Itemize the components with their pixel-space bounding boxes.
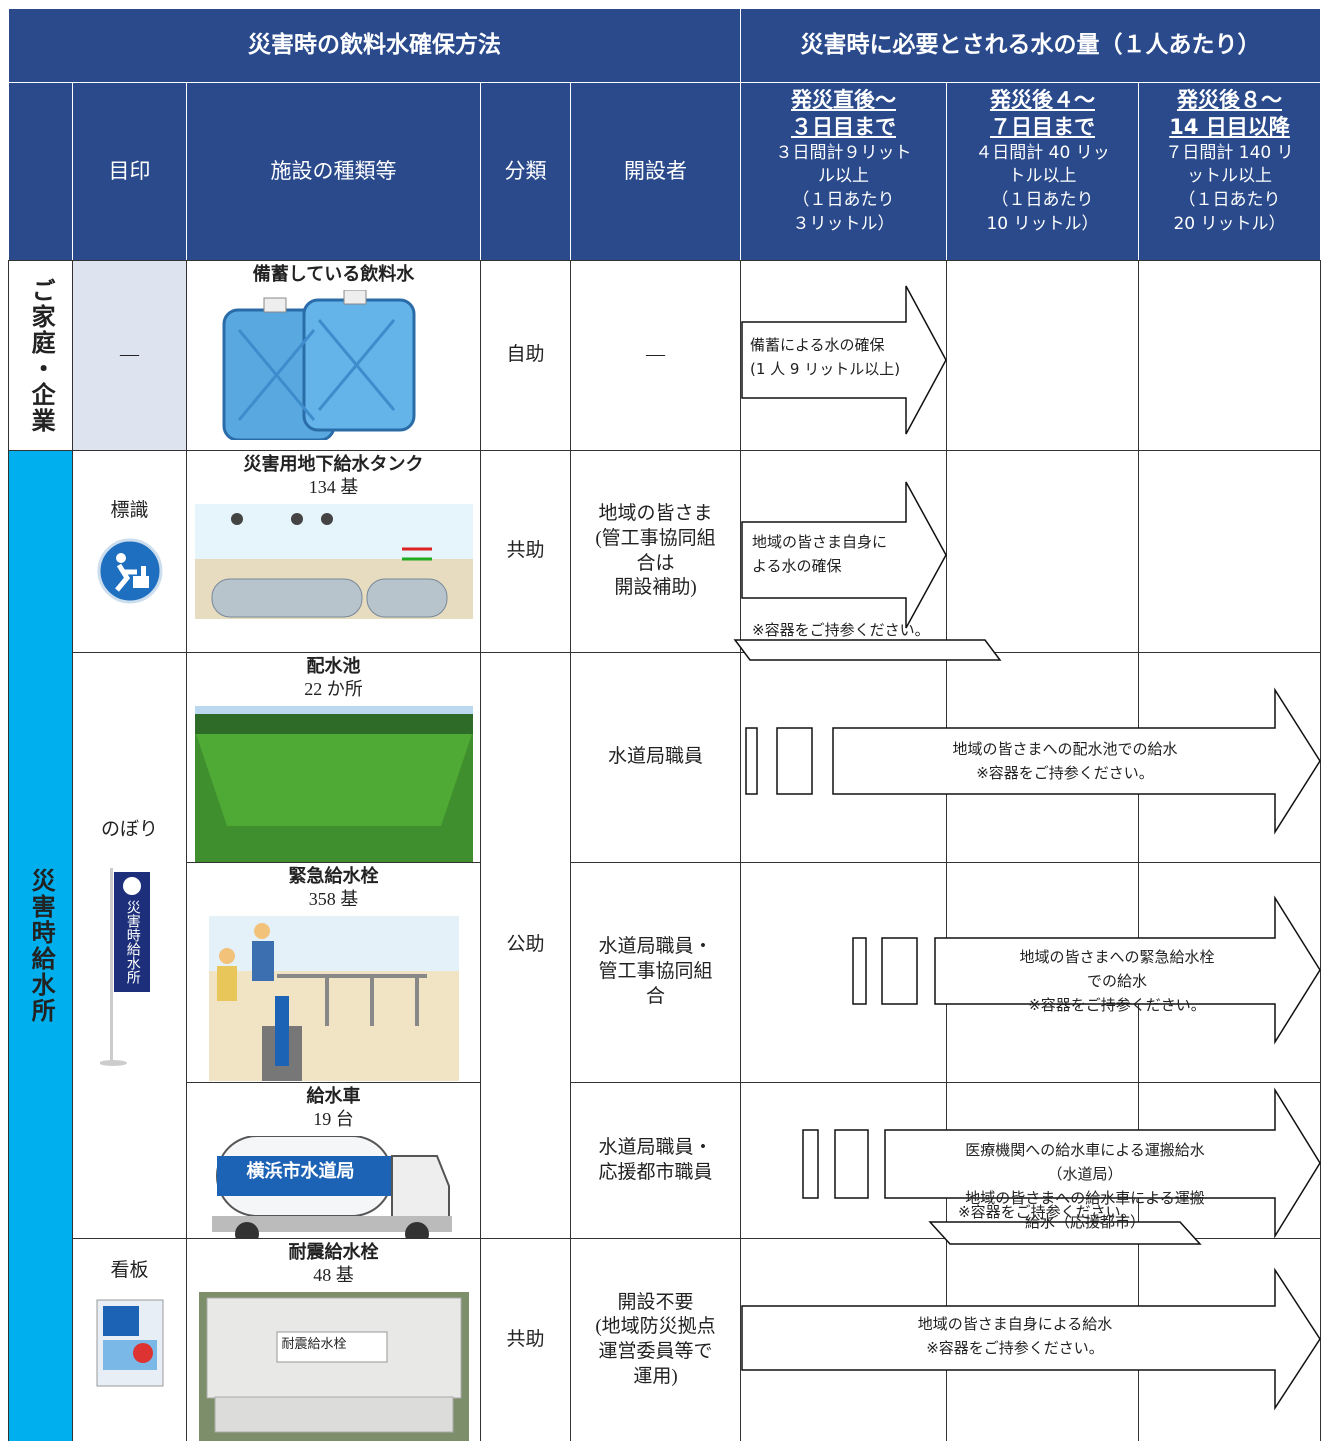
facility-cell: 配水池 22 か所	[186, 652, 481, 863]
arrow	[884, 1087, 1321, 1239]
arrow	[832, 687, 1321, 835]
header-left: 災害時の飲料水確保方法	[8, 8, 741, 83]
note: ※容器をご持参ください。	[752, 621, 930, 639]
arrow-tail	[834, 1129, 869, 1199]
opener-cell: 水道局職員・ 管工事協同組 合	[570, 862, 741, 1083]
facility-name: 災害用地下給水タンク	[243, 454, 424, 475]
facility-name: 緊急給水栓	[288, 866, 379, 887]
note: ※容器をご持参ください。	[958, 1203, 1136, 1221]
facility-image	[187, 503, 480, 619]
period-title: 発災直後～ ３日目まで	[791, 88, 896, 140]
period-header: 発災後８～ 14 日目以降 ７日間計 140 リ ットル以上 （１日あたり 20 …	[1138, 82, 1321, 261]
period-detail: ３日間計９リット ル以上 （１日あたり ３リットル）	[775, 142, 912, 234]
image	[222, 289, 415, 442]
facility-cell: 災害用地下給水タンク 134 基	[186, 450, 481, 653]
facility-count: 19 台	[313, 1109, 354, 1130]
mark-label: 看板	[110, 1260, 149, 1281]
period-header: 発災後４～ ７日目まで ４日間計 40 リッ トル以上 （１日あたり 10 リット…	[946, 82, 1139, 261]
period-header: 発災直後～ ３日目まで ３日間計９リット ル以上 （１日あたり ３リットル）	[740, 82, 947, 261]
facility-name: 備蓄している飲料水	[252, 264, 415, 285]
mark-cell: —	[72, 260, 187, 451]
image	[198, 1291, 469, 1441]
facility-name: 給水車	[306, 1086, 361, 1107]
opener-cell: 開設不要 (地域防災拠点 運営委員等で 運用)	[570, 1238, 741, 1441]
opener-cell: 水道局職員・ 応援都市職員	[570, 1082, 741, 1239]
arrow-text: 地域の皆さまへの緊急給水栓での給水 ※容器をご持参ください。	[1019, 948, 1215, 1014]
arrow	[741, 481, 947, 629]
group-label: ご家庭・企業	[8, 260, 73, 451]
arrow-text: 備蓄による水の確保 (1 人 9 リットル以上)	[750, 336, 901, 378]
mark-label: 標識	[110, 500, 149, 521]
facility-count: 48 基	[313, 1265, 354, 1286]
mark-cell: 標識	[72, 450, 187, 653]
facility-count: 22 か所	[304, 679, 363, 700]
facility-name: 配水池	[306, 656, 361, 677]
image	[208, 915, 459, 1081]
facility-image	[187, 915, 480, 1081]
arrow-text: 地域の皆さまへの配水池での給水 ※容器をご持参ください。	[952, 740, 1178, 782]
truck-logo: 横浜市水道局	[246, 1160, 355, 1182]
facility-cell: 備蓄している飲料水	[186, 260, 481, 451]
facility-count: 134 基	[308, 477, 359, 498]
period-detail: ４日間計 40 リッ トル以上 （１日あたり 10 リットル）	[975, 142, 1110, 234]
arrow-tail	[776, 727, 813, 795]
facility-image	[187, 705, 480, 862]
facility-image	[187, 289, 480, 442]
facility-cell: 給水車 19 台横浜市水道局	[186, 1082, 481, 1239]
period-detail: ７日間計 140 リ ットル以上 （１日あたり 20 リットル）	[1165, 142, 1294, 234]
arrow	[741, 285, 947, 435]
flag-image	[98, 867, 150, 1066]
note-shape	[733, 639, 1002, 661]
mark-label: のぼり	[100, 819, 158, 840]
image	[194, 503, 473, 619]
image	[194, 705, 473, 862]
arrow-tail	[881, 937, 918, 1005]
arrow-tail	[745, 727, 758, 795]
image	[211, 1134, 452, 1238]
arrow-tail	[802, 1129, 819, 1199]
flag: 災害時給水所	[98, 867, 160, 1068]
arrow	[934, 895, 1321, 1045]
opener-cell: 地域の皆さま (管工事協同組 合は 開設補助)	[570, 450, 741, 653]
arrow-text: 医療機関への給水車による運搬給水（水道局） 地域の皆さまへの給水車による運搬給水…	[965, 1141, 1205, 1231]
board-image	[96, 1299, 163, 1387]
period-title: 発災後８～ 14 日目以降	[1169, 88, 1290, 140]
period-title: 発災後４～ ７日目まで	[990, 88, 1095, 140]
mark-cell: 看板	[72, 1238, 187, 1441]
mark-cell: のぼり災害時給水所	[72, 652, 187, 1239]
arrow-text: 地域の皆さま自身による給水 ※容器をご持参ください。	[917, 1315, 1113, 1357]
facility-image: 横浜市水道局	[187, 1134, 480, 1238]
sign-icon	[97, 538, 162, 604]
arrow-tail	[852, 937, 867, 1005]
hydrant-label: 耐震給水栓	[281, 1335, 347, 1351]
flag-text: 災害時給水所	[124, 899, 141, 984]
facility-name: 耐震給水栓	[288, 1242, 379, 1263]
arrow	[741, 1267, 1321, 1411]
note-shape	[928, 1221, 1202, 1245]
facility-count: 358 基	[308, 889, 359, 910]
arrow-text: 地域の皆さま自身に よる水の確保	[752, 533, 888, 575]
facility-cell: 耐震給水栓 48 基耐震給水栓	[186, 1238, 481, 1441]
column-header: 分類	[480, 82, 571, 261]
facility-image: 耐震給水栓	[187, 1291, 480, 1441]
